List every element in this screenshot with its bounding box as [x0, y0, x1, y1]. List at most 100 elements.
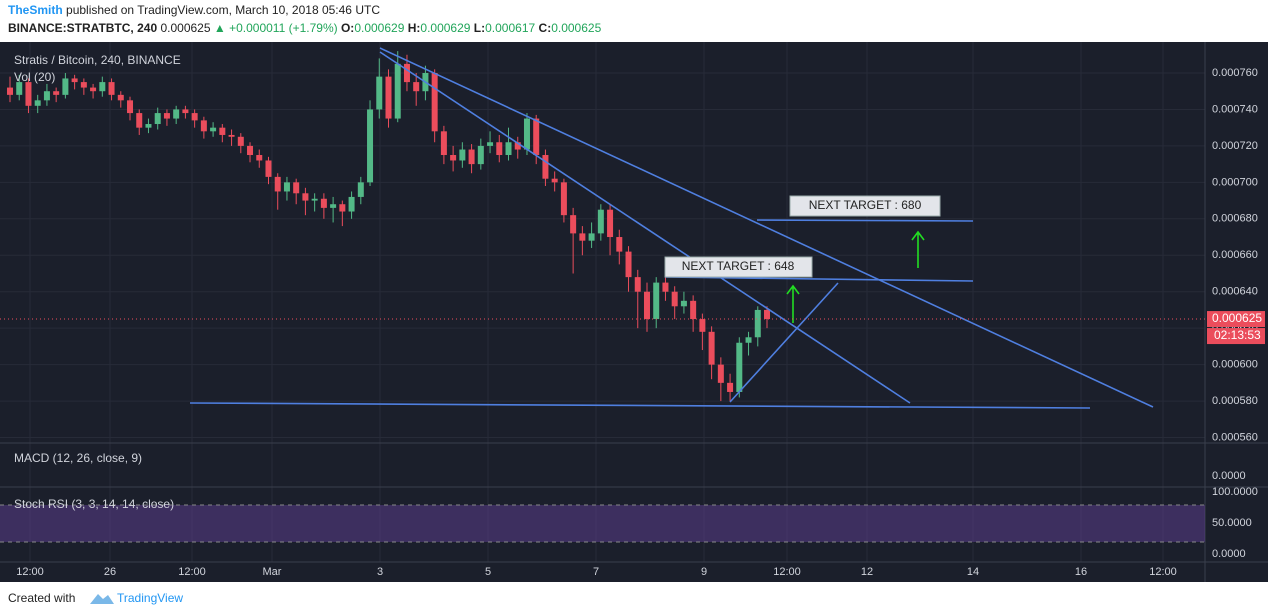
candle-body [247, 145, 254, 156]
candle-body [228, 134, 235, 137]
annotation: NEXT TARGET : 680 [809, 198, 922, 212]
candle-body [367, 109, 374, 183]
candle-body [274, 176, 281, 192]
candle-body [237, 136, 244, 146]
candle-body [699, 319, 706, 332]
macd-title: MACD (12, 26, close, 9) [14, 451, 142, 465]
x-tick-label: 9 [701, 566, 707, 578]
candle-body [339, 204, 346, 212]
candle-body [690, 300, 697, 320]
y-tick-label: 0.000560 [1212, 431, 1258, 443]
candle-body [117, 94, 124, 101]
y-tick-label: 0.000740 [1212, 103, 1258, 115]
candle-body [34, 100, 41, 106]
target-line [664, 276, 974, 282]
candle-body [616, 237, 623, 252]
x-tick-label: 12:00 [178, 566, 206, 578]
volume-label: Vol (20) [14, 70, 55, 84]
candle-body [413, 82, 420, 92]
ohlc-key: L: [474, 21, 485, 35]
candle-body [348, 196, 355, 212]
chart-title: Stratis / Bitcoin, 240, BINANCE [14, 53, 181, 67]
x-tick-label: 3 [377, 566, 383, 578]
candle-body [394, 63, 401, 119]
x-tick-label: 12:00 [773, 566, 801, 578]
grid [0, 42, 1205, 562]
y-tick-label: 0.000700 [1212, 176, 1258, 188]
candle-body [431, 72, 438, 132]
candle-body [311, 198, 318, 201]
symbol-line: BINANCE:STRATBTC, 240 0.000625 ▲ +0.0000… [8, 21, 602, 35]
candle-body [210, 127, 217, 132]
candle-body [256, 155, 263, 161]
y-tick-label: 0.000660 [1212, 249, 1258, 261]
candle-body [607, 209, 614, 238]
candle-body [320, 198, 327, 208]
candle-body [680, 300, 687, 307]
x-tick-label: 16 [1075, 566, 1087, 578]
candle-body [265, 160, 272, 177]
author[interactable]: TheSmith [8, 3, 63, 17]
candle-body [671, 291, 678, 307]
candle-body [302, 193, 309, 201]
arrows [786, 230, 925, 323]
candle-body [597, 209, 604, 234]
candle-body [163, 113, 170, 119]
x-tick-label: Mar [263, 566, 282, 578]
stoch-tick-label: 100.0000 [1212, 486, 1258, 498]
annotation-box [664, 256, 813, 278]
candle-body [496, 142, 503, 156]
countdown: 02:13:53 [1214, 328, 1261, 342]
candle-body [200, 120, 207, 132]
support-line [189, 402, 1091, 409]
candle-body [293, 182, 300, 194]
ohlc-key: C: [539, 21, 552, 35]
candle-body [570, 215, 577, 234]
change: ▲ +0.000011 (+1.79%) [214, 21, 338, 35]
candle-body [459, 149, 466, 161]
candle-body [764, 309, 770, 320]
price-tag-label: 0.000625 [1212, 311, 1262, 325]
x-tick-label: 12:00 [1149, 566, 1177, 578]
published: published on TradingView.com, March 10, … [66, 3, 380, 17]
candle-body [62, 78, 69, 95]
candle-body [523, 118, 530, 150]
macd-tick-label: 0.0000 [1212, 470, 1246, 482]
price-tag [1207, 311, 1265, 328]
ohlc-key: H: [408, 21, 421, 35]
stoch-title: Stoch RSI (3, 3, 14, 14, close) [14, 497, 174, 511]
candle-body [505, 142, 512, 156]
candle-body [25, 82, 32, 106]
footer-text: Created with [8, 591, 75, 605]
candle-body [560, 182, 567, 216]
candle-body [717, 364, 724, 383]
chart-bg [0, 42, 1268, 582]
candle-body [330, 204, 337, 208]
candle-body [90, 87, 97, 92]
trendline [379, 47, 1154, 408]
y-tick-label: 0.000720 [1212, 140, 1258, 152]
candle-body [385, 76, 392, 119]
y-tick-label: 0.000760 [1212, 67, 1258, 79]
candle-body [43, 91, 50, 101]
candle-body [533, 118, 540, 156]
candle-body [736, 342, 743, 392]
stoch-band [0, 505, 1205, 542]
brand[interactable]: TradingView [117, 591, 183, 605]
ohlc-value: 0.000625 [551, 21, 601, 35]
header-line: TheSmith published on TradingView.com, M… [8, 3, 380, 17]
annotation-box [789, 195, 941, 217]
candle-body [625, 251, 632, 278]
candle-body [662, 282, 669, 292]
drawings [189, 47, 1154, 409]
candles [7, 51, 770, 402]
candle-body [80, 82, 87, 88]
candle-body [154, 113, 161, 125]
ohlc-value: 0.000629 [354, 21, 404, 35]
ohlc-value: 0.000629 [420, 21, 470, 35]
arrow-up [911, 230, 925, 268]
stoch-tick-label: 0.0000 [1212, 548, 1246, 560]
candle-body [53, 91, 60, 95]
ohlc-value: 0.000617 [485, 21, 535, 35]
candle-body [514, 142, 521, 150]
